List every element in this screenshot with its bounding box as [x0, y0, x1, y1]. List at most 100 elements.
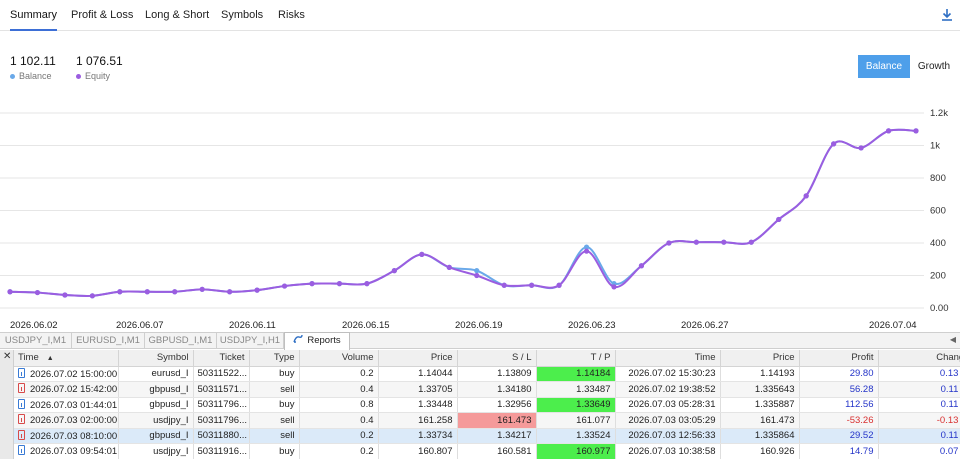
- open-time-text: 2026.07.03 08:10:00: [30, 430, 118, 442]
- equity-point[interactable]: [254, 287, 260, 293]
- column-price[interactable]: Price: [378, 350, 458, 367]
- equity-point[interactable]: [611, 284, 617, 290]
- table-row[interactable]: 2026.07.03 01:44:01 gbpusd_I 50311796... bu…: [14, 397, 960, 413]
- equity-point[interactable]: [638, 263, 645, 269]
- tab-long-short[interactable]: Long & Short: [145, 9, 210, 21]
- equity-legend-dot: [76, 73, 81, 79]
- equity-point[interactable]: [172, 289, 178, 295]
- equity-point[interactable]: [309, 281, 315, 287]
- sell-order-icon: [18, 383, 25, 394]
- download-icon[interactable]: [940, 8, 954, 22]
- equity-point[interactable]: [281, 283, 288, 289]
- balance-point[interactable]: [583, 244, 590, 250]
- growth-view-button[interactable]: Growth: [917, 61, 951, 72]
- table-row[interactable]: 2026.07.02 15:00:00 eurusd_I 50311522... bu…: [14, 366, 960, 382]
- equity-point[interactable]: [858, 145, 864, 151]
- table-row[interactable]: 2026.07.03 08:10:00 gbpusd_I 50311880... se…: [14, 428, 960, 444]
- cell-profit: 56.28: [799, 381, 879, 398]
- column-type[interactable]: Type: [249, 350, 300, 367]
- y-tick-label: 1k: [930, 141, 940, 152]
- equity-point[interactable]: [62, 292, 68, 298]
- cell-volume: 0.4: [299, 381, 379, 398]
- equity-point[interactable]: [831, 141, 837, 147]
- cell-type: sell: [249, 428, 300, 444]
- x-tick-label: 2026.06.11: [229, 320, 276, 331]
- tab-reports[interactable]: Reports: [284, 332, 350, 350]
- cell-type: buy: [249, 366, 300, 382]
- y-tick-label: 600: [930, 206, 946, 217]
- cell-open-time: 2026.07.03 09:54:01: [14, 443, 119, 459]
- cell-symbol: gbpusd_I: [118, 397, 194, 413]
- equity-point[interactable]: [748, 239, 754, 245]
- equity-point[interactable]: [474, 272, 480, 279]
- column-close-time[interactable]: Time: [615, 350, 721, 367]
- cell-type: buy: [249, 443, 300, 459]
- equity-point[interactable]: [227, 289, 233, 295]
- equity-point[interactable]: [693, 239, 699, 245]
- equity-point[interactable]: [446, 264, 452, 270]
- equity-point[interactable]: [583, 248, 590, 254]
- table-header: Time ▲ Symbol Ticket Type Volume Price S …: [14, 350, 960, 367]
- equity-point[interactable]: [885, 128, 892, 134]
- equity-point[interactable]: [199, 286, 205, 292]
- equity-point[interactable]: [419, 251, 425, 257]
- equity-point[interactable]: [144, 289, 150, 295]
- cell-ticket: 50311916...: [193, 443, 250, 459]
- cell-price: 160.807: [378, 443, 458, 459]
- column-open-time[interactable]: Time ▲: [14, 350, 119, 367]
- equity-point[interactable]: [391, 268, 397, 274]
- balance-view-button[interactable]: Balance: [858, 55, 910, 78]
- table-row[interactable]: 2026.07.03 02:00:00 usdjpy_I 50311796... se…: [14, 412, 960, 429]
- table-row[interactable]: 2026.07.02 15:42:00 gbpusd_I 50311571... se…: [14, 381, 960, 398]
- cell-close-time: 2026.07.03 12:56:33: [615, 428, 721, 444]
- balance-label: Balance: [19, 71, 52, 81]
- y-tick-label: 200: [930, 271, 946, 282]
- equity-point[interactable]: [913, 128, 919, 134]
- column-sl[interactable]: S / L: [457, 350, 537, 367]
- equity-point[interactable]: [89, 293, 95, 299]
- equity-point[interactable]: [336, 281, 343, 287]
- column-change[interactable]: Change: [878, 350, 960, 367]
- equity-point[interactable]: [117, 289, 123, 295]
- column-tp[interactable]: T / P: [536, 350, 616, 367]
- cell-type: buy: [249, 397, 300, 413]
- equity-point[interactable]: [34, 289, 41, 296]
- close-panel-button[interactable]: ✕: [0, 350, 14, 459]
- equity-point[interactable]: [501, 282, 507, 288]
- tab-gbpusd-m1[interactable]: GBPUSD_I,M1: [145, 333, 217, 349]
- equity-point[interactable]: [721, 239, 727, 245]
- x-tick-label: 2026.06.02: [10, 320, 58, 331]
- buy-order-icon: [18, 367, 25, 378]
- tab-profit-loss[interactable]: Profit & Loss: [71, 9, 134, 21]
- equity-point[interactable]: [529, 282, 535, 288]
- sort-ascending-icon: ▲: [46, 355, 54, 363]
- tab-usdjpy-h1[interactable]: USDJPY_I,H1: [217, 333, 284, 349]
- tabs-scroll-left-icon[interactable]: ◀: [949, 335, 956, 344]
- equity-point[interactable]: [7, 289, 13, 295]
- column-volume[interactable]: Volume: [299, 350, 379, 367]
- cell-close-price: 1.335643: [720, 381, 800, 398]
- equity-point[interactable]: [556, 282, 562, 288]
- cell-price: 1.33448: [378, 397, 458, 413]
- equity-point[interactable]: [776, 216, 782, 223]
- cell-volume: 0.4: [299, 412, 379, 429]
- tab-usdjpy-m1[interactable]: USDJPY_I,M1: [0, 333, 72, 349]
- tab-eurusd-m1[interactable]: EURUSD_I,M1: [72, 333, 145, 349]
- x-tick-label: 2026.06.07: [116, 320, 164, 331]
- balance-point[interactable]: [474, 268, 480, 274]
- equity-point[interactable]: [364, 281, 370, 287]
- column-symbol[interactable]: Symbol: [118, 350, 194, 367]
- tab-risks[interactable]: Risks: [278, 9, 305, 21]
- column-close-price[interactable]: Price: [720, 350, 800, 367]
- x-tick-label: 2026.06.19: [455, 320, 503, 331]
- table-row[interactable]: 2026.07.03 09:54:01 usdjpy_I 50311916... bu…: [14, 443, 960, 459]
- balance-legend-dot: [10, 73, 15, 79]
- column-ticket[interactable]: Ticket: [193, 350, 250, 367]
- column-profit[interactable]: Profit: [799, 350, 879, 367]
- equity-point[interactable]: [803, 193, 809, 199]
- equity-point[interactable]: [666, 240, 672, 246]
- tab-symbols[interactable]: Symbols: [221, 9, 264, 21]
- cell-price: 1.33705: [378, 381, 458, 398]
- cell-symbol: eurusd_I: [118, 366, 194, 382]
- tab-summary[interactable]: Summary: [10, 0, 58, 31]
